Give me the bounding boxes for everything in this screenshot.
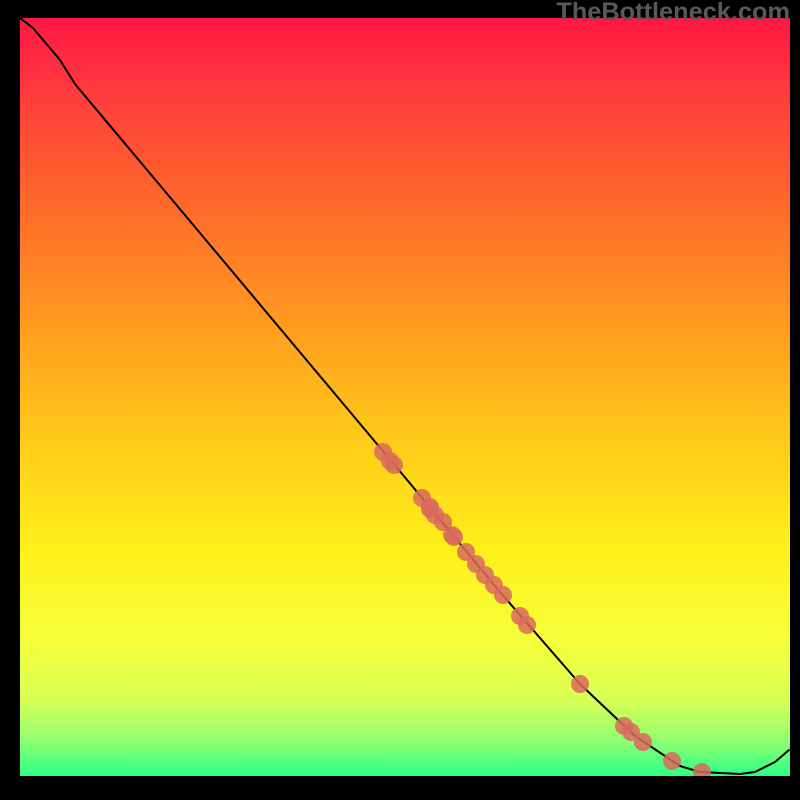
watermark-text: TheBottleneck.com	[556, 0, 790, 27]
chart-gradient-background	[20, 18, 790, 776]
chart-container: TheBottleneck.com	[0, 0, 800, 800]
plot-area	[20, 18, 790, 776]
